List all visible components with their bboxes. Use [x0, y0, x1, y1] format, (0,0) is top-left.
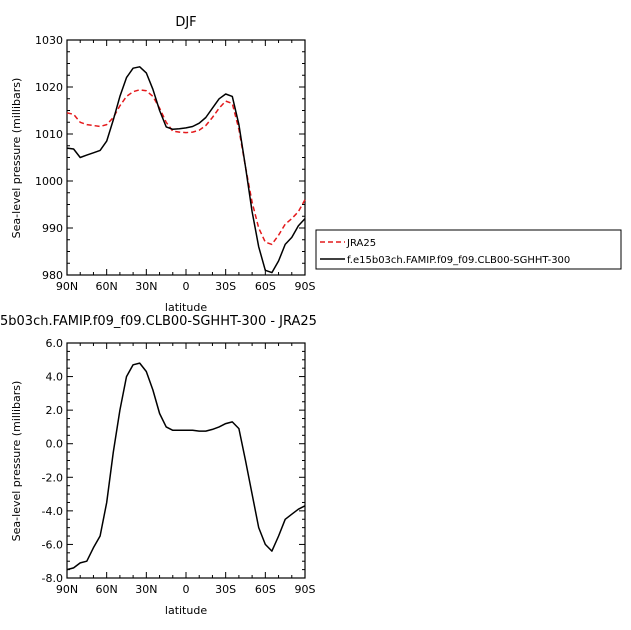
- top-panel-y-tick-label: 1000: [35, 175, 63, 188]
- top-panel-y-tick-label: 1020: [35, 81, 63, 94]
- top-panel-frame: [66, 39, 306, 276]
- top-panel-series-line-0: [66, 89, 306, 246]
- bottom-panel-x-axis-label: latitude: [165, 604, 207, 617]
- top-panel-x-tick-label: 60S: [255, 280, 276, 293]
- bottom-panel-y-tick-label: -6.0: [42, 538, 63, 551]
- bottom-panel-x-tick-label: 0: [183, 583, 190, 596]
- bottom-panel-x-tick-label: 90S: [295, 583, 316, 596]
- top-panel-y-tick-label: 980: [42, 269, 63, 282]
- top-panel-title: DJF: [175, 15, 196, 30]
- bottom-panel-y-tick-label: 4.0: [46, 371, 64, 384]
- top-panel-y-tick-label: 990: [42, 222, 63, 235]
- top-panel: DJF 90N 60N 30N 0 30S 60S 90S 980 990 1000 1010 102…: [10, 15, 316, 314]
- legend-frame: [315, 229, 622, 270]
- bottom-panel-y-tick-label: 6.0: [46, 337, 64, 350]
- bottom-panel-x-tick-label: 60S: [255, 583, 276, 596]
- legend: JRA25 f.e15b03ch.FAMIP.f09_f09.CLB00-SGH…: [315, 229, 622, 270]
- top-panel-series-line-1: [66, 66, 306, 274]
- bottom-panel-y-tick-label: -8.0: [42, 572, 63, 585]
- top-panel-y-tick-label: 1030: [35, 34, 63, 47]
- bottom-panel-x-tick-label: 60N: [96, 583, 118, 596]
- top-panel-plot-area: 90N 60N 30N 0 30S 60S 90S 980 990 1000 1010 1020 103…: [35, 34, 316, 293]
- top-panel-x-tick-label: 90S: [295, 280, 316, 293]
- top-panel-x-tick-label: 30N: [135, 280, 157, 293]
- bottom-panel-y-tick-label: 2.0: [46, 404, 64, 417]
- top-panel-y-tick-label: 1010: [35, 128, 63, 141]
- bottom-panel-x-tick-label: 30S: [215, 583, 236, 596]
- bottom-panel-y-axis-label: Sea-level pressure (millibars): [10, 381, 23, 542]
- bottom-panel-y-tick-label: 0.0: [46, 438, 64, 451]
- top-panel-x-tick-label: 90N: [56, 280, 78, 293]
- legend-label-model: f.e15b03ch.FAMIP.f09_f09.CLB00-SGHHT-300: [347, 255, 570, 266]
- bottom-panel-frame: [66, 342, 306, 579]
- bottom-panel: 5b03ch.FAMIP.f09_f09.CLB00-SGHHT-300 - J…: [0, 314, 317, 617]
- top-panel-x-tick-label: 0: [183, 280, 190, 293]
- bottom-panel-x-tick-label: 30N: [135, 583, 157, 596]
- top-panel-y-axis-label: Sea-level pressure (millibars): [10, 78, 23, 239]
- top-panel-x-tick-label: 60N: [96, 280, 118, 293]
- legend-label-jra25: JRA25: [346, 238, 376, 249]
- top-panel-x-axis-label: latitude: [165, 301, 207, 314]
- bottom-panel-title: 5b03ch.FAMIP.f09_f09.CLB00-SGHHT-300 - J…: [0, 314, 317, 329]
- bottom-panel-y-tick-label: -2.0: [42, 471, 63, 484]
- top-panel-x-tick-label: 30S: [215, 280, 236, 293]
- bottom-panel-plot-area: 90N 60N 30N 0 30S 60S 90S -8.0 -6.0 -4.0 -2.0 0.0 2.…: [42, 337, 316, 596]
- bottom-panel-x-tick-label: 90N: [56, 583, 78, 596]
- bottom-panel-y-tick-label: -4.0: [42, 505, 63, 518]
- bottom-panel-series-line-0: [66, 362, 306, 571]
